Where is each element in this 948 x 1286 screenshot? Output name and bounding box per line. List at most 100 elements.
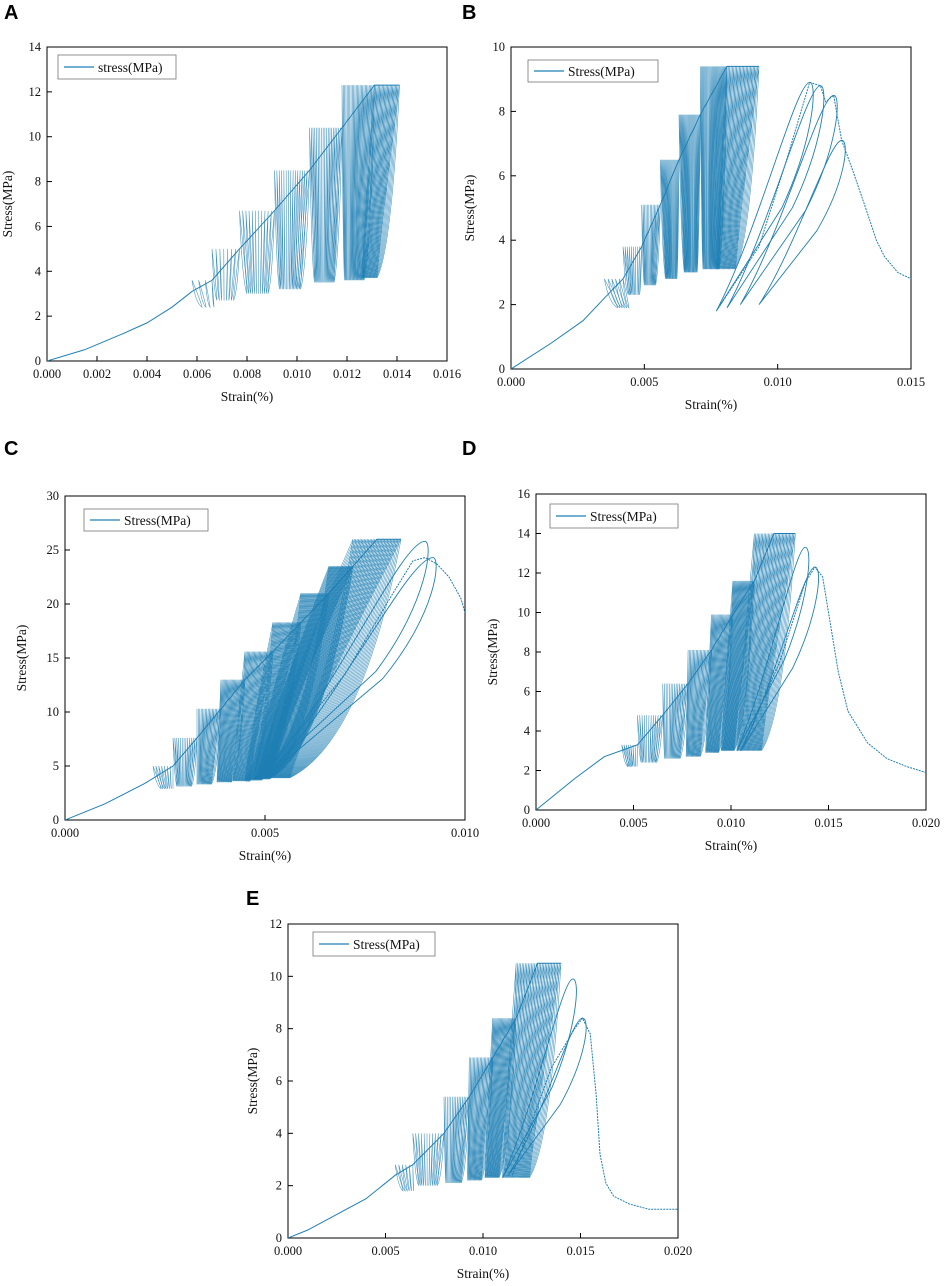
cycle-loop: [703, 66, 706, 270]
cycle-loop: [673, 683, 679, 759]
cycle-loop: [514, 963, 537, 1178]
cycle-loop: [687, 114, 690, 273]
cycle-loop: [278, 539, 383, 779]
cycle-loop: [731, 580, 751, 751]
cycle-loop: [497, 1018, 515, 1178]
cycle-loop: [458, 1096, 467, 1184]
y-tick-label: 4: [35, 264, 42, 278]
cycle-loop: [708, 66, 711, 270]
cycle-loop: [279, 539, 386, 779]
panel-label-e: E: [246, 888, 260, 910]
cycle-loop: [519, 963, 546, 1178]
cycle-loop: [365, 85, 382, 279]
y-tick-label: 10: [493, 40, 506, 54]
cycle-loop: [275, 539, 378, 779]
cycle-loop: [716, 66, 728, 270]
post-peak-loop: [726, 85, 825, 309]
cycle-loop: [180, 737, 182, 787]
cycle-loop: [248, 210, 254, 294]
cycle-loop: [667, 159, 671, 279]
cycle-loop: [496, 1018, 512, 1178]
y-tick-label: 8: [524, 645, 530, 659]
x-tick-label: 0.002: [83, 367, 111, 381]
cycle-loop: [468, 1057, 473, 1181]
cycle-loop: [666, 159, 671, 279]
y-tick-label: 12: [518, 566, 531, 580]
cycle-loop: [188, 737, 194, 787]
y-tick-label: 0: [276, 1231, 282, 1245]
cycle-loop: [522, 963, 551, 1178]
cycle-loop: [676, 159, 680, 279]
cycle-loop: [650, 715, 654, 763]
x-tick-label: 0.020: [664, 1244, 692, 1258]
cycle-loop: [350, 85, 353, 281]
cycle-loop: [623, 744, 630, 768]
cycle-loop: [288, 539, 400, 779]
cycle-loop: [289, 170, 292, 290]
cycle-loop: [206, 708, 213, 785]
cycle-loop: [287, 170, 289, 290]
x-tick-label: 0.005: [371, 1244, 399, 1258]
cycle-loop: [731, 66, 754, 270]
cycle-loop: [467, 1057, 472, 1181]
cycle-loop: [675, 159, 678, 279]
data-area-a: [47, 84, 400, 361]
y-tick-label: 20: [47, 597, 60, 611]
cycle-loop: [652, 715, 657, 763]
cycle-loop: [622, 278, 630, 309]
cycle-loop: [246, 622, 277, 781]
cycle-loop: [263, 210, 269, 294]
cycle-loop: [714, 614, 727, 753]
cycle-loop: [233, 248, 240, 301]
cycle-loop: [205, 280, 211, 309]
cycle-loop: [247, 622, 278, 781]
cycle-loop: [694, 114, 697, 273]
cycle-loop: [210, 708, 220, 785]
cycle-loop: [277, 539, 381, 779]
cycle-loop: [239, 651, 257, 782]
cycle-loop: [245, 651, 266, 782]
cycle-loop: [273, 539, 376, 779]
x-tick-label: 0.005: [619, 816, 647, 830]
cycle-loop: [200, 708, 203, 785]
cycle-loop: [323, 127, 326, 283]
cycle-loop: [631, 246, 634, 295]
y-axis-label: Stress(MPa): [0, 171, 15, 238]
cycle-loop: [355, 85, 362, 281]
cycle-loop: [293, 170, 299, 290]
cycle-loop: [208, 708, 218, 785]
y-tick-label: 10: [518, 606, 531, 620]
cycle-loop: [451, 1096, 455, 1184]
cycle-loop: [467, 1057, 470, 1181]
cycle-loop: [652, 204, 657, 286]
cycle-loop: [265, 566, 345, 779]
cycle-loop: [709, 66, 712, 270]
cycle-loop: [508, 963, 528, 1178]
cycle-loop: [650, 204, 652, 286]
cycle-loop: [721, 66, 738, 270]
cycle-loop: [230, 248, 236, 301]
cycle-loop: [485, 1018, 495, 1178]
cycle-loop: [274, 170, 280, 290]
legend-box: [83, 508, 209, 532]
post-peak-curve: [715, 81, 911, 312]
cycle-loop: [651, 204, 655, 286]
cycle-loop: [694, 114, 696, 273]
cycle-loop: [284, 539, 393, 779]
y-tick-label: 0: [35, 354, 41, 368]
cycle-loop: [324, 127, 327, 283]
cycle-loop: [760, 533, 795, 751]
cycle-loop: [373, 85, 395, 279]
cycle-loop: [734, 66, 758, 270]
cycle-loop: [341, 85, 345, 281]
cycle-loop: [686, 650, 690, 757]
x-tick-label: 0.010: [283, 367, 311, 381]
x-tick-label: 0.015: [897, 375, 925, 389]
x-axis-label: Strain(%): [239, 848, 291, 863]
y-tick-label: 10: [270, 969, 283, 983]
cycle-loop: [296, 170, 303, 290]
cycle-loop: [671, 159, 674, 279]
cycle-loop: [637, 715, 642, 763]
cycle-loop: [332, 127, 341, 283]
cycle-loop: [745, 533, 769, 751]
